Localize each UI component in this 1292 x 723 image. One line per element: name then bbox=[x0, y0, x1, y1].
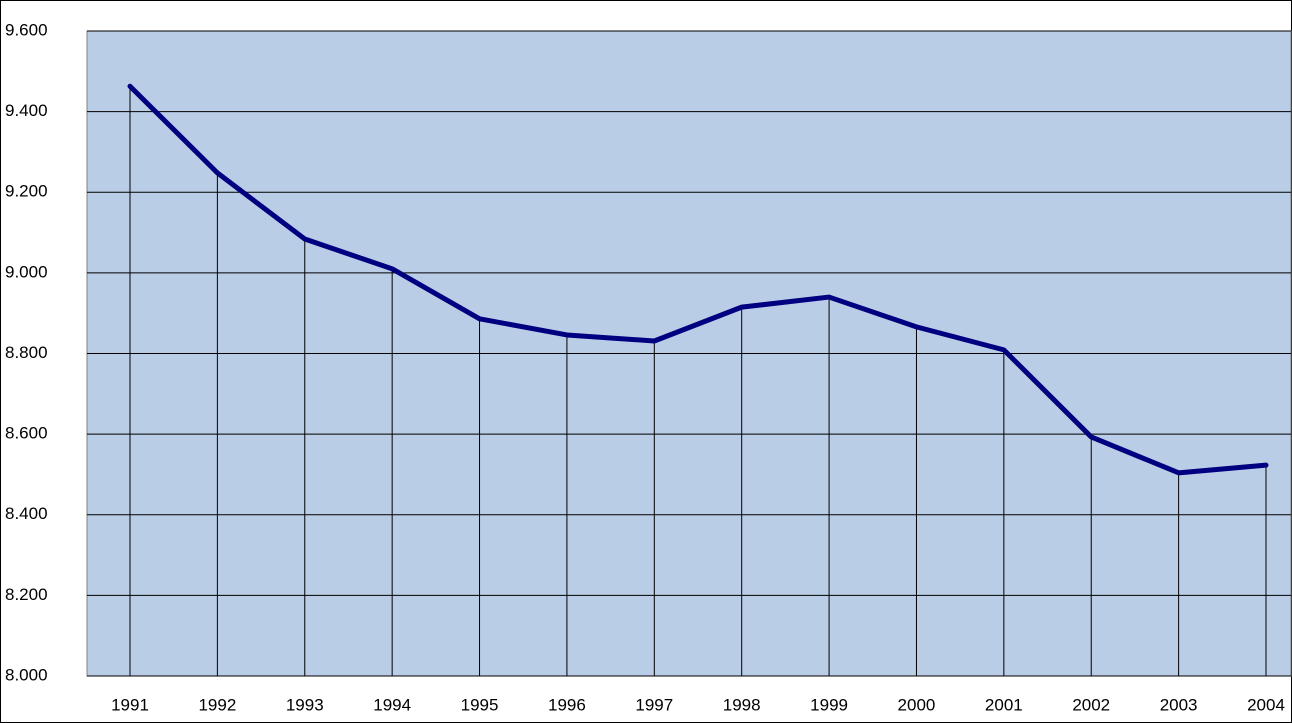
y-tick-label: 8.400 bbox=[5, 504, 48, 523]
x-tick-label: 1994 bbox=[373, 695, 411, 714]
series-line bbox=[127, 83, 1269, 476]
x-tick-label: 1991 bbox=[111, 695, 149, 714]
x-tick-label: 1998 bbox=[723, 695, 761, 714]
x-tick-label: 2002 bbox=[1072, 695, 1110, 714]
y-tick-label: 8.200 bbox=[5, 585, 48, 604]
x-tick-label: 1999 bbox=[810, 695, 848, 714]
x-tick-label: 2004 bbox=[1247, 695, 1285, 714]
x-tick-label: 1997 bbox=[635, 695, 673, 714]
x-tick-label: 2003 bbox=[1160, 695, 1198, 714]
x-tick-label: 2000 bbox=[898, 695, 936, 714]
x-tick-label: 1992 bbox=[198, 695, 236, 714]
x-tick-label: 1993 bbox=[286, 695, 324, 714]
x-tick-label: 2001 bbox=[985, 695, 1023, 714]
y-tick-label: 9.000 bbox=[5, 262, 48, 281]
y-tick-label: 8.000 bbox=[5, 665, 48, 684]
y-tick-label: 9.200 bbox=[5, 182, 48, 201]
x-tick-label: 1995 bbox=[461, 695, 499, 714]
y-tick-label: 9.400 bbox=[5, 101, 48, 120]
y-tick-label: 9.600 bbox=[5, 20, 48, 39]
y-tick-label: 8.600 bbox=[5, 424, 48, 443]
y-tick-label: 8.800 bbox=[5, 343, 48, 362]
x-tick-label: 1996 bbox=[548, 695, 586, 714]
